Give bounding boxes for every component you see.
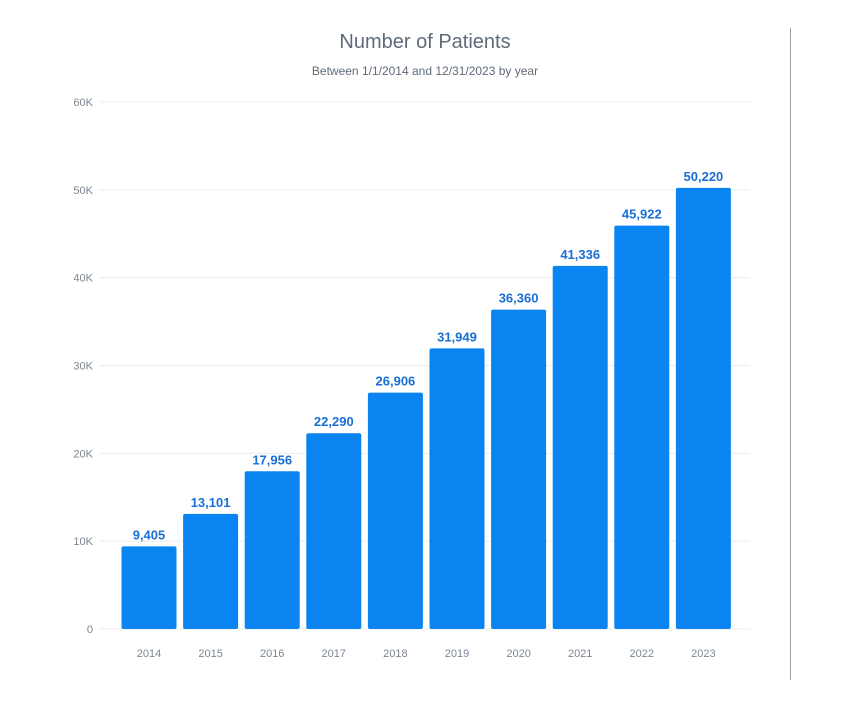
bar-2017[interactable] [306,433,362,629]
data-label-2021: 41,336 [560,247,600,262]
data-label-2023: 50,220 [684,169,724,184]
x-tick-label: 2023 [691,648,715,660]
x-tick-label: 2019 [445,648,469,660]
bar-2019[interactable] [429,348,485,629]
bar-2014[interactable] [121,546,177,629]
y-tick-label: 50K [73,185,93,197]
bar-2018[interactable] [367,392,423,629]
data-label-2015: 13,101 [191,495,231,510]
x-tick-label: 2020 [506,648,530,660]
x-tick-label: 2022 [630,648,654,660]
data-label-2019: 31,949 [437,329,477,344]
x-tick-label: 2016 [260,648,284,660]
bar-2020[interactable] [491,309,547,629]
bar-2022[interactable] [614,225,670,629]
data-label-2017: 22,290 [314,414,354,429]
bar-2021[interactable] [552,265,608,629]
data-label-2014: 9,405 [133,527,166,542]
y-tick-label: 20K [73,448,93,460]
y-tick-label: 60K [73,97,93,109]
chart-subtitle: Between 1/1/2014 and 12/31/2023 by year [311,64,539,78]
y-tick-label: 30K [73,361,93,373]
data-label-2020: 36,360 [499,291,539,306]
data-label-2018: 26,906 [376,374,416,389]
bar-2015[interactable] [183,513,239,629]
data-label-2022: 45,922 [622,207,662,222]
y-tick-label: 40K [73,273,93,285]
bar-2023[interactable] [675,187,731,629]
panel-divider [790,28,791,680]
x-tick-label: 2015 [198,648,222,660]
chart-title: Number of Patients [339,31,511,53]
y-tick-label: 10K [73,536,93,548]
bar-2016[interactable] [244,471,300,629]
y-tick-label: 0 [87,624,93,636]
data-label-2016: 17,956 [252,452,292,467]
x-tick-label: 2014 [137,648,161,660]
x-tick-label: 2021 [568,648,592,660]
x-tick-label: 2018 [383,648,407,660]
x-tick-label: 2017 [322,648,346,660]
